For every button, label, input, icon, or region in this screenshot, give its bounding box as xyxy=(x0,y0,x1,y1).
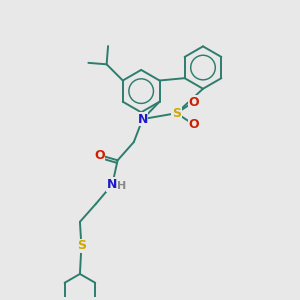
Text: O: O xyxy=(188,118,199,131)
Text: S: S xyxy=(172,107,181,120)
Text: H: H xyxy=(117,181,126,191)
Text: N: N xyxy=(137,112,148,126)
Text: O: O xyxy=(94,148,105,161)
Text: O: O xyxy=(188,95,199,109)
Text: N: N xyxy=(107,178,118,191)
Text: S: S xyxy=(77,239,86,253)
